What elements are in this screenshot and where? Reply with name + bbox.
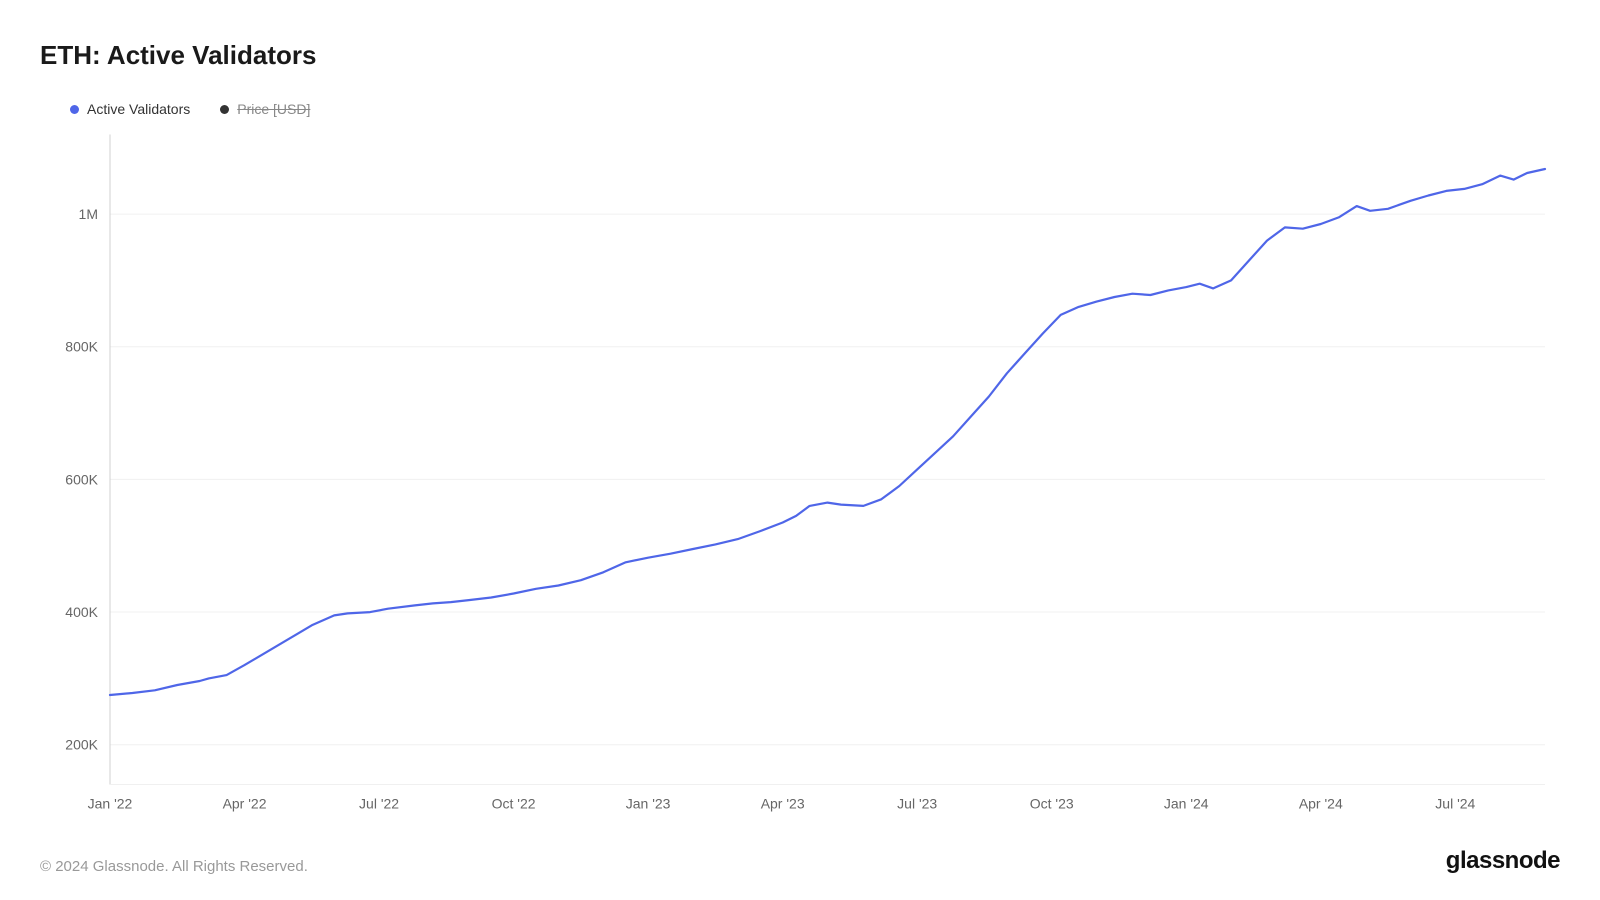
- svg-text:Jan '23: Jan '23: [626, 796, 671, 812]
- svg-text:400K: 400K: [65, 604, 98, 620]
- svg-text:1M: 1M: [79, 206, 98, 222]
- chart-area: 200K 400K 600K 800K 1M Jan '22 Apr '22 Jul '22 O…: [40, 122, 1560, 827]
- legend: Active Validators Price [USD]: [70, 101, 1560, 117]
- svg-text:Jul '24: Jul '24: [1435, 796, 1475, 812]
- legend-label: Price [USD]: [237, 101, 310, 117]
- svg-text:Apr '24: Apr '24: [1299, 796, 1343, 812]
- legend-label: Active Validators: [87, 101, 190, 117]
- legend-dot-icon: [220, 105, 229, 114]
- svg-text:Apr '23: Apr '23: [761, 796, 805, 812]
- legend-item[interactable]: Price [USD]: [220, 101, 310, 117]
- brand-logo: glassnode: [1446, 847, 1560, 875]
- svg-text:Apr '22: Apr '22: [223, 796, 267, 812]
- legend-dot-icon: [70, 105, 79, 114]
- svg-text:Oct '22: Oct '22: [492, 796, 536, 812]
- legend-item[interactable]: Active Validators: [70, 101, 190, 117]
- svg-text:Jan '24: Jan '24: [1164, 796, 1209, 812]
- chart-title: ETH: Active Validators: [40, 40, 1560, 71]
- line-chart: 200K 400K 600K 800K 1M Jan '22 Apr '22 Jul '22 O…: [40, 122, 1560, 827]
- svg-text:600K: 600K: [65, 471, 98, 487]
- svg-text:Jul '23: Jul '23: [897, 796, 937, 812]
- copyright-text: © 2024 Glassnode. All Rights Reserved.: [40, 858, 308, 875]
- svg-text:800K: 800K: [65, 339, 98, 355]
- svg-text:Jul '22: Jul '22: [359, 796, 399, 812]
- svg-text:Oct '23: Oct '23: [1030, 796, 1074, 812]
- svg-text:200K: 200K: [65, 737, 98, 753]
- svg-text:Jan '22: Jan '22: [88, 796, 133, 812]
